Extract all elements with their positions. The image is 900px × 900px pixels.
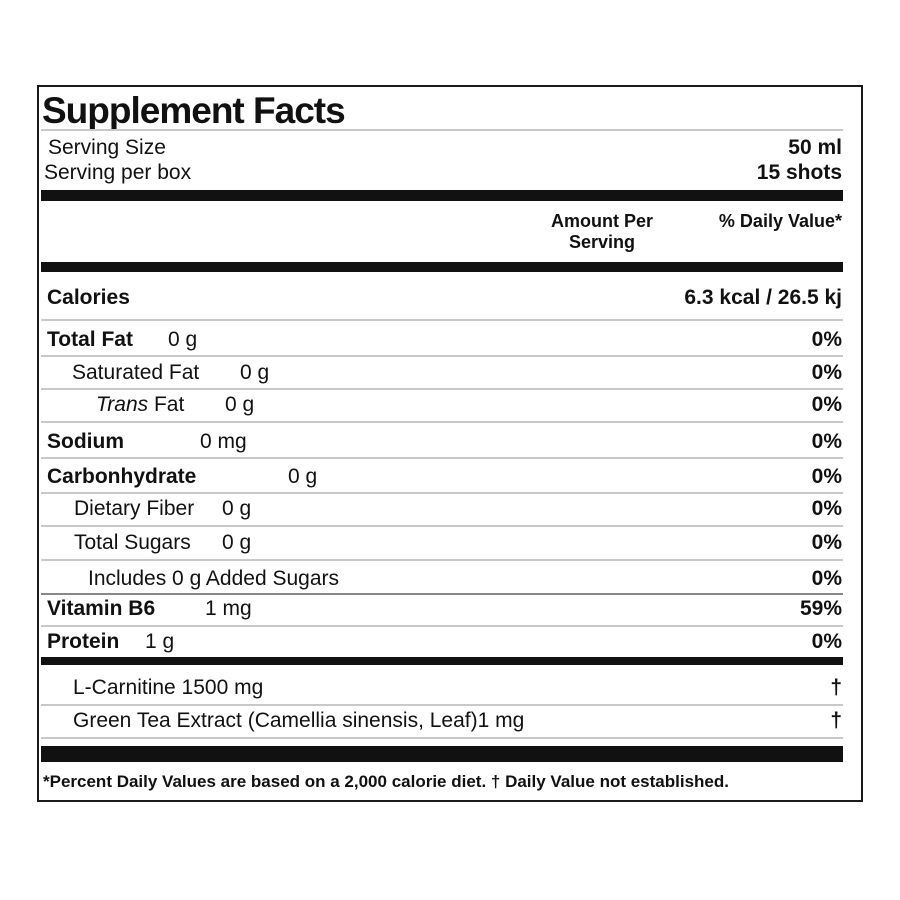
amount-header-line2: Serving <box>568 232 636 252</box>
nutrient-amount: 1 mg <box>205 597 252 620</box>
thick-divider <box>41 190 843 201</box>
divider <box>41 492 843 494</box>
divider <box>41 593 843 595</box>
divider <box>41 704 843 706</box>
nutrient-dv: 0% <box>811 531 842 554</box>
nutrient-amount: 0 g <box>240 361 270 384</box>
nutrient-row-sodium: Sodium <box>47 430 124 453</box>
nutrient-dv: 0% <box>811 465 842 488</box>
panel-title: Supplement Facts <box>42 90 346 131</box>
nutrient-row-total-fat: Total Fat <box>47 328 133 351</box>
nutrient-amount: 0 g <box>168 328 198 351</box>
calories-label: Calories <box>47 286 130 309</box>
thick-divider <box>41 262 843 272</box>
daily-value-header: % Daily Value* <box>718 211 842 231</box>
nutrient-dv: 0% <box>811 393 842 416</box>
nutrient-row-carbohydrate: Carbonhydrate <box>47 465 197 488</box>
nutrient-row-dietary-fiber: Dietary Fiber <box>74 497 195 520</box>
nutrient-amount: 0 g <box>222 497 252 520</box>
nutrient-amount: 0 g <box>288 465 318 488</box>
nutrient-row-vitamin-b6: Vitamin B6 <box>47 597 156 620</box>
divider <box>41 129 843 131</box>
nutrient-dv: 0% <box>811 430 842 453</box>
thick-divider <box>41 657 843 665</box>
nutrient-dv: 59% <box>799 597 842 620</box>
nutrient-row-trans-fat: Trans Fat <box>96 393 185 416</box>
divider <box>41 319 843 321</box>
ingredient-green-tea-extract: Green Tea Extract (Camellia sinensis, Le… <box>73 709 525 732</box>
nutrient-amount: 0 mg <box>200 430 247 453</box>
nutrient-row-protein: Protein <box>47 630 120 653</box>
divider <box>41 388 843 390</box>
supplement-facts-panel <box>37 85 863 802</box>
ingredient-dv: † <box>830 709 842 732</box>
calories-value: 6.3 kcal / 26.5 kj <box>684 286 842 309</box>
nutrient-amount: 0 g <box>225 393 255 416</box>
nutrient-dv: 0% <box>811 630 842 653</box>
nutrient-dv: 0% <box>811 361 842 384</box>
amount-per-serving-header: Amount Per Serving <box>538 211 666 253</box>
ingredient-dv: † <box>830 676 842 699</box>
nutrient-dv: 0% <box>811 328 842 351</box>
nutrient-amount: 0 g <box>222 531 252 554</box>
nutrient-row-saturated-fat: Saturated Fat <box>72 361 200 384</box>
divider <box>41 457 843 459</box>
servings-per-box-value: 15 shots <box>756 161 842 184</box>
nutrient-dv: 0% <box>811 497 842 520</box>
servings-per-box-label: Serving per box <box>44 161 192 184</box>
nutrient-row-total-sugars: Total Sugars <box>74 531 191 554</box>
serving-size-label: Serving Size <box>48 136 166 159</box>
thick-divider <box>41 746 843 762</box>
divider <box>41 355 843 357</box>
divider <box>41 737 843 739</box>
serving-size-value: 50 ml <box>788 136 842 159</box>
nutrient-dv: 0% <box>811 567 842 590</box>
divider <box>41 421 843 423</box>
divider <box>41 559 843 561</box>
divider <box>41 525 843 527</box>
nutrient-amount: 1 g <box>145 630 175 653</box>
amount-header-line1: Amount Per <box>550 211 653 231</box>
ingredient-l-carnitine: L-Carnitine 1500 mg <box>73 676 264 699</box>
nutrient-row-added-sugars: Includes 0 g Added Sugars <box>88 567 340 590</box>
footnote: *Percent Daily Values are based on a 2,0… <box>43 772 729 791</box>
divider <box>41 625 843 627</box>
